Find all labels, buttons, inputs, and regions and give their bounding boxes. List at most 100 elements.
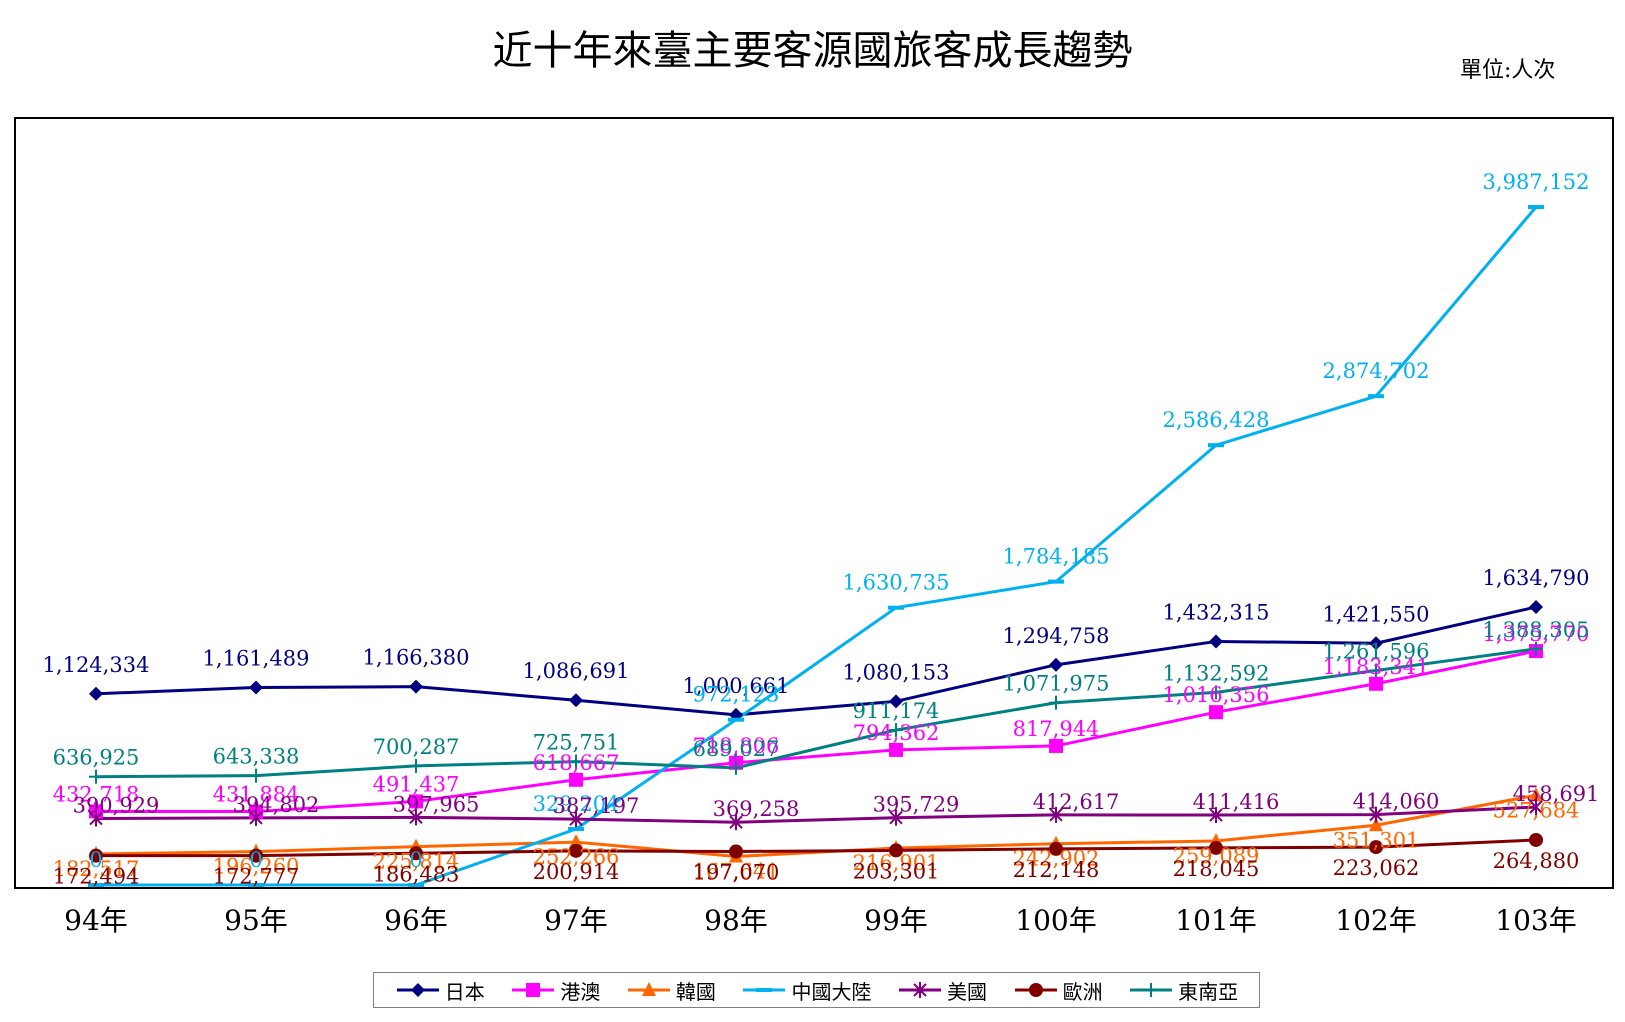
legend-swatch-1 — [512, 983, 555, 997]
data-label-1-2: 491,437 — [373, 772, 460, 796]
data-label-6-9: 1,388,305 — [1483, 618, 1590, 642]
legend-item-6: 東南亞 — [1128, 976, 1238, 1005]
data-label-2-5: 216,901 — [853, 851, 940, 875]
data-point-4-8 — [1369, 806, 1383, 823]
data-point-0-7 — [1209, 634, 1223, 649]
legend-swatch-4 — [899, 982, 942, 998]
series-line-4 — [95, 805, 1537, 824]
series-line-1 — [95, 649, 1537, 814]
data-label-0-6: 1,294,758 — [1003, 624, 1110, 648]
legend-item-2: 韓國 — [626, 976, 716, 1005]
x-tick-label-6: 100年 — [1015, 904, 1096, 937]
legend-marker-6 — [1144, 983, 1159, 997]
legend-item-0: 日本 — [395, 976, 485, 1005]
data-point-2-8 — [1369, 817, 1383, 832]
data-label-4-5: 395,729 — [873, 793, 960, 817]
data-label-6-1: 643,338 — [213, 745, 300, 769]
data-label-5-9: 264,880 — [1493, 849, 1580, 873]
data-point-6-6 — [1049, 695, 1063, 710]
data-point-1-2 — [409, 794, 423, 809]
data-label-2-8: 351,301 — [1333, 828, 1420, 852]
data-label-1-9: 1,375,770 — [1483, 622, 1590, 646]
data-point-5-3 — [569, 843, 583, 858]
data-point-4-2 — [409, 809, 423, 826]
data-point-6-8 — [1369, 663, 1383, 678]
data-label-4-3: 387,197 — [553, 794, 640, 818]
data-label-1-1: 431,884 — [213, 783, 300, 807]
data-label-4-9: 458,691 — [1513, 782, 1600, 806]
data-point-6-2 — [409, 758, 423, 773]
data-label-1-3: 618,667 — [533, 751, 620, 775]
legend-marker-1 — [526, 983, 541, 997]
data-point-0-3 — [569, 693, 583, 708]
x-tick-label-3: 97年 — [544, 904, 608, 937]
legend-marker-5 — [1028, 983, 1043, 997]
data-point-6-3 — [569, 754, 583, 769]
data-label-0-4: 1,000,661 — [683, 674, 790, 698]
data-label-2-4: 167,641 — [693, 859, 780, 883]
data-label-3-6: 1,784,185 — [1003, 545, 1110, 569]
chart-title: 近十年來臺主要客源國旅客成長趨勢 — [492, 28, 1133, 74]
data-point-4-9 — [1529, 799, 1543, 816]
data-point-1-8 — [1369, 676, 1383, 691]
data-point-4-4 — [729, 814, 743, 831]
data-label-2-9: 527,684 — [1493, 798, 1580, 822]
legend-marker-2 — [641, 982, 656, 996]
data-label-6-6: 1,071,975 — [1003, 672, 1110, 696]
data-point-0-9 — [1529, 600, 1543, 615]
legend-marker-0 — [410, 983, 425, 997]
data-point-5-7 — [1209, 840, 1223, 855]
data-point-1-5 — [889, 742, 903, 757]
data-label-6-2: 700,287 — [373, 735, 460, 759]
data-point-5-1 — [249, 848, 263, 863]
x-tick-label-8: 102年 — [1335, 904, 1416, 937]
data-point-6-5 — [889, 723, 903, 738]
data-point-6-4 — [729, 760, 743, 775]
data-label-5-6: 212,148 — [1013, 858, 1100, 882]
data-point-4-6 — [1049, 806, 1063, 823]
chart-legend: 日本 港澳 韓國 中國大陸 美國 歐洲 東南亞 — [373, 972, 1260, 1008]
data-label-5-3: 200,914 — [533, 860, 620, 884]
data-label-4-0: 390,929 — [73, 794, 160, 818]
data-point-0-6 — [1049, 657, 1063, 672]
data-label-0-7: 1,432,315 — [1163, 600, 1270, 624]
data-point-2-9 — [1529, 787, 1543, 802]
data-point-4-0 — [89, 810, 103, 827]
legend-swatch-6 — [1130, 983, 1173, 997]
data-label-0-0: 1,124,334 — [43, 653, 150, 677]
x-tick-label-7: 101年 — [1175, 904, 1256, 937]
plot-area-border — [14, 117, 1614, 889]
data-point-0-0 — [89, 686, 103, 701]
data-point-4-3 — [569, 811, 583, 828]
data-label-3-0: 0 — [89, 848, 102, 872]
data-label-6-0: 636,925 — [53, 746, 140, 770]
data-point-5-9 — [1529, 832, 1543, 847]
data-label-2-1: 196,260 — [213, 855, 300, 879]
data-label-3-2: 0 — [409, 848, 422, 872]
data-label-6-4: 689,027 — [693, 737, 780, 761]
data-point-1-7 — [1209, 705, 1223, 720]
x-tick-label-0: 94年 — [64, 904, 128, 937]
data-label-6-3: 725,751 — [533, 731, 620, 755]
data-label-1-8: 1,183,341 — [1323, 655, 1430, 679]
data-label-3-8: 2,874,702 — [1323, 359, 1430, 383]
data-point-6-1 — [249, 768, 263, 783]
legend-label-2: 韓國 — [675, 979, 716, 1004]
data-label-4-8: 414,060 — [1353, 790, 1440, 814]
data-label-1-4: 718,806 — [693, 734, 780, 758]
data-label-3-1: 0 — [249, 848, 262, 872]
data-point-5-4 — [729, 844, 743, 859]
data-label-1-0: 432,718 — [53, 782, 140, 806]
legend-swatch-2 — [627, 982, 670, 996]
data-label-3-3: 329,204 — [533, 792, 620, 816]
data-point-6-0 — [89, 769, 103, 784]
data-label-4-4: 369,258 — [713, 797, 800, 821]
series-line-0 — [95, 605, 1537, 717]
data-label-0-3: 1,086,691 — [523, 659, 630, 683]
data-label-0-9: 1,634,790 — [1483, 566, 1590, 590]
data-point-2-3 — [569, 834, 583, 849]
legend-swatch-5 — [1014, 983, 1057, 997]
legend-label-5: 歐洲 — [1062, 979, 1103, 1004]
legend-item-1: 港澳 — [510, 976, 600, 1005]
data-label-5-2: 186,483 — [373, 862, 460, 886]
